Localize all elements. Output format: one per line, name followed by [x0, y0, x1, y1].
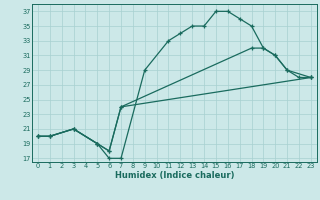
X-axis label: Humidex (Indice chaleur): Humidex (Indice chaleur): [115, 170, 234, 180]
